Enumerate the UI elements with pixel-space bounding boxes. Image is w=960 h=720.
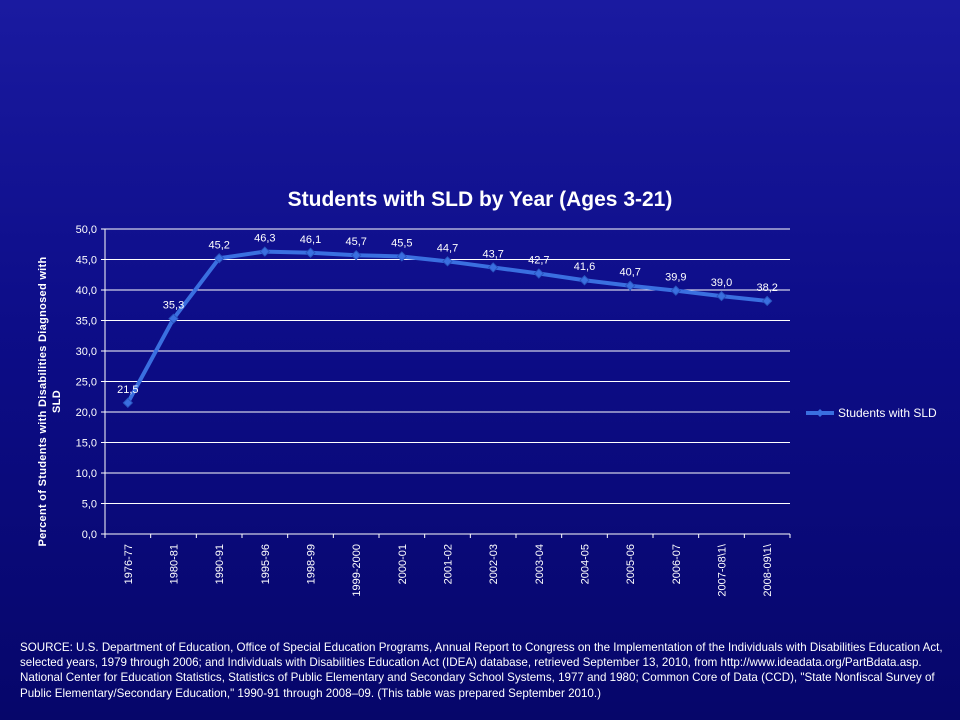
series-points xyxy=(122,246,773,409)
y-tick-label: 40,0 xyxy=(76,285,97,297)
x-tick-label: 1999-2000 xyxy=(351,544,363,597)
data-point xyxy=(442,256,453,267)
data-label: 43,7 xyxy=(482,248,503,260)
x-tick-label: 2005-06 xyxy=(625,544,637,584)
x-tick-label: 2004-05 xyxy=(580,544,592,584)
y-tick-label: 30,0 xyxy=(76,346,97,358)
data-label: 35,3 xyxy=(163,300,184,312)
x-tick-label: 1998-99 xyxy=(306,544,318,584)
y-tick-label: 10,0 xyxy=(76,468,97,480)
x-tick-label: 2000-01 xyxy=(397,544,409,584)
x-tick-label: 2008-09\1\ xyxy=(762,543,774,597)
data-label: 39,0 xyxy=(711,277,732,289)
data-label: 45,2 xyxy=(208,239,229,251)
data-point xyxy=(533,268,545,279)
y-axis-label: Percent of Students with Disabilities Di… xyxy=(37,256,63,546)
data-point xyxy=(487,262,499,273)
x-tick-label: 1990-91 xyxy=(214,544,226,584)
y-tick-label: 5,0 xyxy=(82,499,97,511)
data-label: 45,5 xyxy=(391,237,412,249)
data-label: 38,2 xyxy=(756,282,777,294)
y-tick-label: 0,0 xyxy=(82,529,97,541)
y-tick-label: 45,0 xyxy=(76,255,97,267)
data-label: 39,9 xyxy=(665,272,686,284)
data-label: 45,7 xyxy=(345,236,366,248)
data-label: 40,7 xyxy=(619,267,640,279)
x-tick-labels: 1976-77 1980-81 1990-91 1995-96 1998-99 1999-… xyxy=(123,543,774,597)
x-tick-label: 2006-07 xyxy=(671,544,683,584)
x-tick-label: 2007-08\1\ xyxy=(717,543,729,597)
data-point xyxy=(122,397,134,409)
legend-label: Students with SLD xyxy=(838,406,937,420)
data-point xyxy=(305,247,316,258)
data-point xyxy=(350,250,362,261)
x-tick-label: 1976-77 xyxy=(123,544,135,584)
data-point xyxy=(396,251,408,262)
y-axis-label-line: SLD xyxy=(51,390,63,413)
data-label: 41,6 xyxy=(574,261,595,273)
data-labels: 21,5 35,3 45,2 46,3 46,1 45,7 45,5 44,7 43,7 42,7… xyxy=(117,233,778,396)
data-point xyxy=(579,275,590,286)
y-tick-label: 15,0 xyxy=(76,438,97,450)
y-tick-label: 25,0 xyxy=(76,377,97,389)
data-point xyxy=(670,285,682,296)
data-label: 44,7 xyxy=(437,242,458,254)
line-chart: 0,0 5,0 10,0 15,0 20,0 25,0 30,0 35,0 40,0 45,0 50… xyxy=(37,224,937,597)
data-point xyxy=(624,280,636,291)
data-label: 46,1 xyxy=(300,234,321,246)
axes xyxy=(101,228,791,538)
x-tick-label: 1980-81 xyxy=(169,544,181,584)
x-tick-label: 2002-03 xyxy=(488,544,500,584)
y-axis-label-line: Percent of Students with Disabilities Di… xyxy=(37,256,49,546)
data-label: 46,3 xyxy=(254,233,275,245)
x-tick-label: 2001-02 xyxy=(443,544,455,584)
data-label: 21,5 xyxy=(117,384,138,396)
y-tick-label: 50,0 xyxy=(76,224,97,236)
data-point xyxy=(761,295,773,307)
y-tick-label: 35,0 xyxy=(76,316,97,328)
source-note: SOURCE: U.S. Department of Education, Of… xyxy=(20,641,943,700)
legend-swatch-marker xyxy=(816,409,824,417)
data-point xyxy=(213,253,225,264)
legend: Students with SLD xyxy=(806,406,937,420)
x-tick-label: 2003-04 xyxy=(534,544,546,584)
data-label: 42,7 xyxy=(528,255,549,267)
data-point xyxy=(716,290,727,302)
data-point xyxy=(259,246,271,257)
y-tick-label: 20,0 xyxy=(76,407,97,419)
y-tick-labels: 0,0 5,0 10,0 15,0 20,0 25,0 30,0 35,0 40,0 45,0 50… xyxy=(76,224,97,541)
chart-title: Students with SLD by Year (Ages 3-21) xyxy=(287,188,673,211)
data-point xyxy=(168,313,179,324)
x-tick-label: 1995-96 xyxy=(260,544,272,584)
